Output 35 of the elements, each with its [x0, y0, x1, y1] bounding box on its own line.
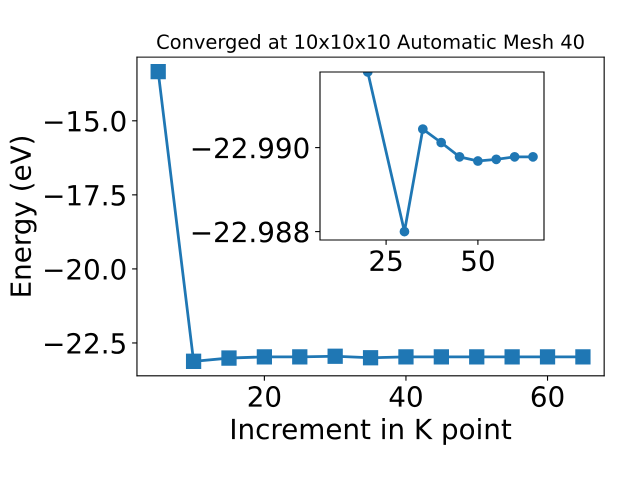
y-tick-label: −15.0: [45, 110, 126, 132]
x-tick-label: 50: [462, 250, 494, 272]
point: [418, 124, 428, 134]
point: [362, 350, 378, 366]
point: [256, 349, 272, 365]
point: [221, 350, 237, 366]
chart-title: Converged at 10x10x10 Automatic Mesh 40: [157, 34, 584, 53]
point: [398, 349, 414, 365]
point: [328, 348, 343, 364]
point: [473, 156, 483, 166]
x-tick-label: 25: [370, 250, 402, 272]
point: [491, 154, 502, 164]
point: [400, 226, 410, 236]
point: [434, 349, 449, 365]
point: [454, 152, 464, 162]
y-tick-label: −20.0: [45, 258, 126, 280]
y-tick-label: −22.988: [192, 222, 308, 243]
y-tick-label: −22.990: [192, 138, 308, 159]
point: [186, 354, 202, 369]
x-axis-title: Increment in K point: [232, 418, 512, 445]
point: [510, 152, 520, 162]
point: [575, 349, 591, 365]
point: [504, 349, 520, 365]
point: [150, 64, 166, 80]
point: [469, 349, 484, 365]
y-axis-title: Energy (eV): [10, 136, 37, 296]
x-tick-label: 40: [390, 386, 422, 408]
x-tick-label: 60: [532, 386, 564, 408]
y-tick-label: −22.5: [45, 332, 125, 354]
x-tick-label: 20: [248, 386, 280, 408]
point: [540, 349, 556, 365]
point: [436, 138, 446, 148]
point: [292, 349, 308, 365]
y-tick-label: −17.5: [45, 185, 125, 206]
point: [528, 152, 538, 162]
